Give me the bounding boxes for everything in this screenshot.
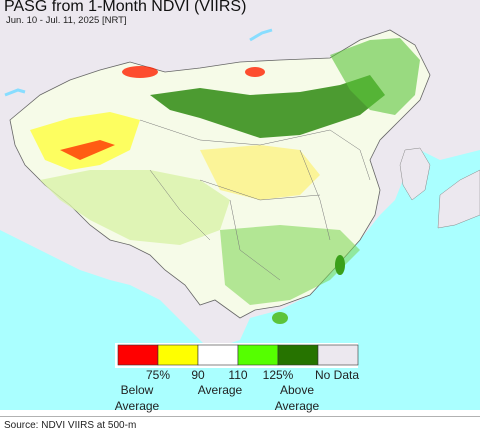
korea-peninsula — [399, 147, 431, 201]
northeast-green — [330, 38, 420, 115]
north-hotspot-2 — [245, 67, 265, 77]
plateau-mix — [40, 170, 230, 245]
province-borders — [139, 119, 371, 281]
ndvi-map — [0, 0, 480, 410]
south-green-area — [220, 225, 360, 305]
mongolia-wet-band — [150, 75, 385, 138]
lake-baikal — [249, 28, 273, 42]
hainan — [272, 312, 288, 324]
central-dry-area — [200, 145, 320, 200]
japan — [437, 169, 480, 229]
west-dry-area — [30, 112, 140, 170]
map-title: PASG from 1-Month NDVI (VIIRS) — [4, 0, 247, 15]
west-severe-streak — [60, 140, 115, 160]
source-credit: Source: NDVI VIIRS at 500-m — [4, 420, 137, 431]
north-hotspot-1 — [122, 66, 158, 78]
map-subtitle: Jun. 10 - Jul. 11, 2025 [NRT] — [6, 15, 127, 26]
lake-balkhash — [4, 88, 26, 97]
taiwan — [335, 255, 345, 275]
